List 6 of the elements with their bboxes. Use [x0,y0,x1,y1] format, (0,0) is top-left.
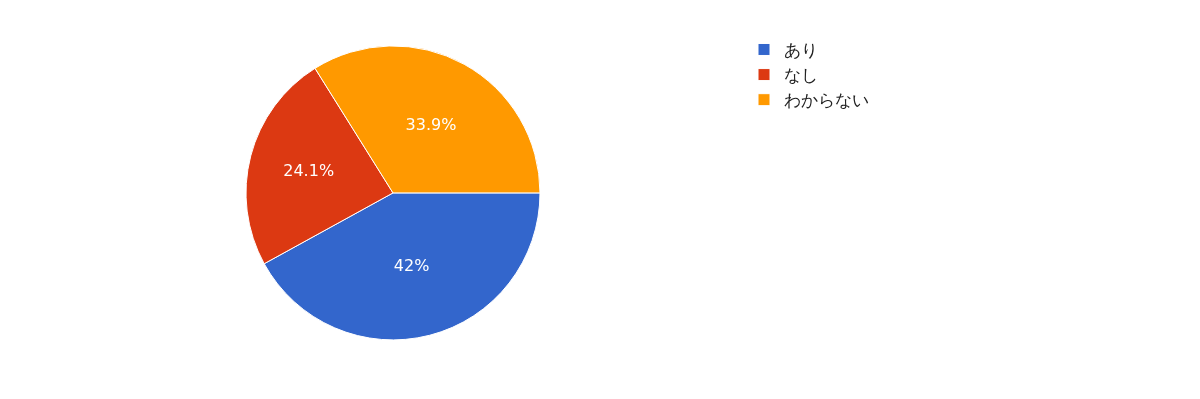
legend-label: なし [784,65,818,86]
legend-label: わからない [784,90,869,111]
data-label: 24.1% [283,161,335,181]
legend-label: あり [784,40,818,61]
data-label: 42% [393,255,430,275]
data-label: 33.9% [405,114,457,134]
